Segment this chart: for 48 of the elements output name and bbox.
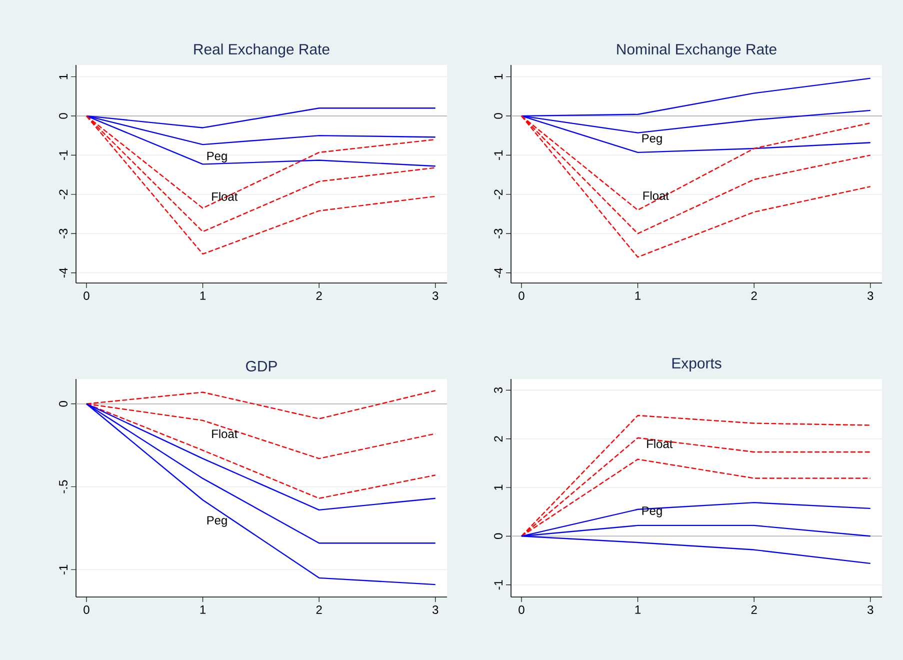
y-tick-label: 1 — [494, 484, 502, 490]
x-tick-label: 3 — [868, 292, 874, 300]
annotation: Float — [212, 429, 238, 438]
y-tick-label: -1 — [494, 580, 502, 590]
annotation: Peg — [642, 134, 662, 145]
x-tick-label: 2 — [751, 292, 757, 300]
y-tick-label: -2 — [59, 190, 68, 200]
annotation: Float — [647, 439, 673, 448]
x-tick-label: 1 — [200, 292, 206, 300]
y-tick-label: 0 — [59, 113, 68, 119]
x-tick-label: 0 — [84, 292, 90, 300]
y-tick-label: -1 — [59, 564, 68, 574]
x-tick-label: 3 — [432, 606, 438, 614]
annotation: Float — [643, 191, 669, 200]
y-tick-label: 0 — [494, 533, 502, 540]
x-tick-label: 0 — [84, 606, 90, 614]
chart-title: Real Exchange Rate — [194, 44, 330, 58]
y-tick-label: -4 — [59, 268, 68, 278]
annotation: Peg — [207, 516, 227, 527]
y-tick-label: 1 — [59, 74, 68, 80]
y-tick-label: -3 — [494, 228, 502, 238]
x-tick-label: 3 — [432, 292, 438, 300]
y-tick-label: 2 — [494, 436, 502, 442]
y-tick-label: 3 — [494, 387, 502, 394]
x-tick-label: 2 — [751, 606, 757, 614]
annotation: Peg — [642, 506, 662, 518]
y-tick-label: -.5 — [59, 480, 68, 494]
x-tick-label: 0 — [518, 292, 524, 300]
x-tick-label: 3 — [868, 606, 874, 614]
annotation: Float — [212, 192, 238, 201]
y-tick-label: -3 — [59, 228, 68, 238]
y-tick-label: -1 — [494, 150, 502, 160]
annotation: Peg — [207, 152, 227, 163]
x-tick-label: 1 — [635, 292, 641, 300]
y-tick-label: -2 — [494, 190, 502, 200]
y-tick-label: 0 — [59, 400, 68, 407]
x-tick-label: 2 — [316, 606, 322, 614]
x-tick-label: 0 — [518, 606, 524, 614]
chart-title: GDP — [246, 360, 277, 372]
x-tick-label: 1 — [200, 606, 206, 614]
y-tick-label: 1 — [494, 74, 502, 80]
x-tick-label: 1 — [635, 606, 641, 614]
chart-title: Nominal Exchange Rate — [617, 44, 776, 58]
y-tick-label: 0 — [494, 113, 502, 119]
x-tick-label: 2 — [316, 292, 322, 300]
chart-title: Exports — [672, 358, 722, 372]
y-tick-label: -4 — [494, 268, 502, 278]
y-tick-label: -1 — [59, 150, 68, 160]
